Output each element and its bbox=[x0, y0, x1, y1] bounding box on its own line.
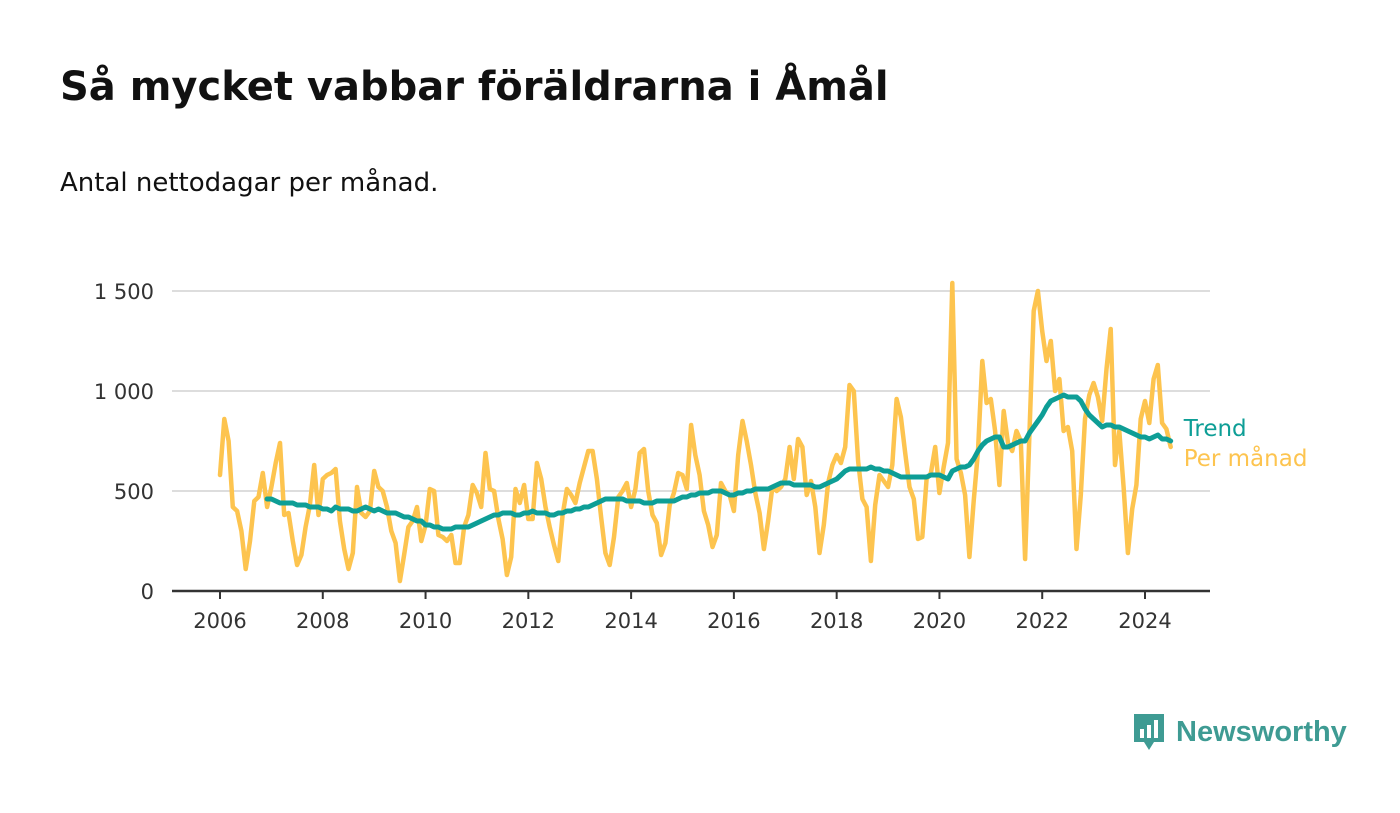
x-tick-label: 2012 bbox=[502, 609, 555, 633]
y-tick-label: 1 000 bbox=[94, 380, 154, 404]
chart-subtitle: Antal nettodagar per månad. bbox=[60, 168, 439, 198]
x-tick-label: 2008 bbox=[296, 609, 349, 633]
brand-logo: Newsworthy bbox=[1132, 712, 1347, 752]
x-tick-label: 2024 bbox=[1118, 609, 1171, 633]
series-lines bbox=[217, 280, 1174, 584]
x-tick-label: 2006 bbox=[193, 609, 246, 633]
y-tick-label: 500 bbox=[114, 480, 154, 504]
newsworthy-logo-icon bbox=[1134, 714, 1164, 750]
monthly-series-line bbox=[217, 280, 1173, 584]
y-tick-label: 1 500 bbox=[94, 280, 154, 304]
trend-series-line bbox=[264, 392, 1174, 532]
brand-name: Newsworthy bbox=[1176, 715, 1347, 748]
axis-labels: 0 500 1 000 1 500 2006 2008 2010 2012 2014 2016 20… bbox=[94, 280, 1172, 633]
x-tick-label: 2020 bbox=[913, 609, 966, 633]
x-tick-label: 2018 bbox=[810, 609, 863, 633]
x-axis bbox=[172, 589, 1210, 599]
legend-label-trend: Trend bbox=[1183, 416, 1247, 442]
chart-title: Så mycket vabbar föräldrarna i Åmål bbox=[60, 64, 889, 110]
legend-label-monthly: Per månad bbox=[1184, 444, 1308, 472]
y-tick-label: 0 bbox=[141, 580, 154, 604]
x-tick-label: 2022 bbox=[1015, 609, 1068, 633]
x-tick-label: 2016 bbox=[707, 609, 760, 633]
line-chart: 0 500 1 000 1 500 2006 2008 2010 2012 2014 2016 20… bbox=[94, 280, 1308, 633]
x-tick-label: 2014 bbox=[604, 609, 657, 633]
x-tick-label: 2010 bbox=[399, 609, 452, 633]
